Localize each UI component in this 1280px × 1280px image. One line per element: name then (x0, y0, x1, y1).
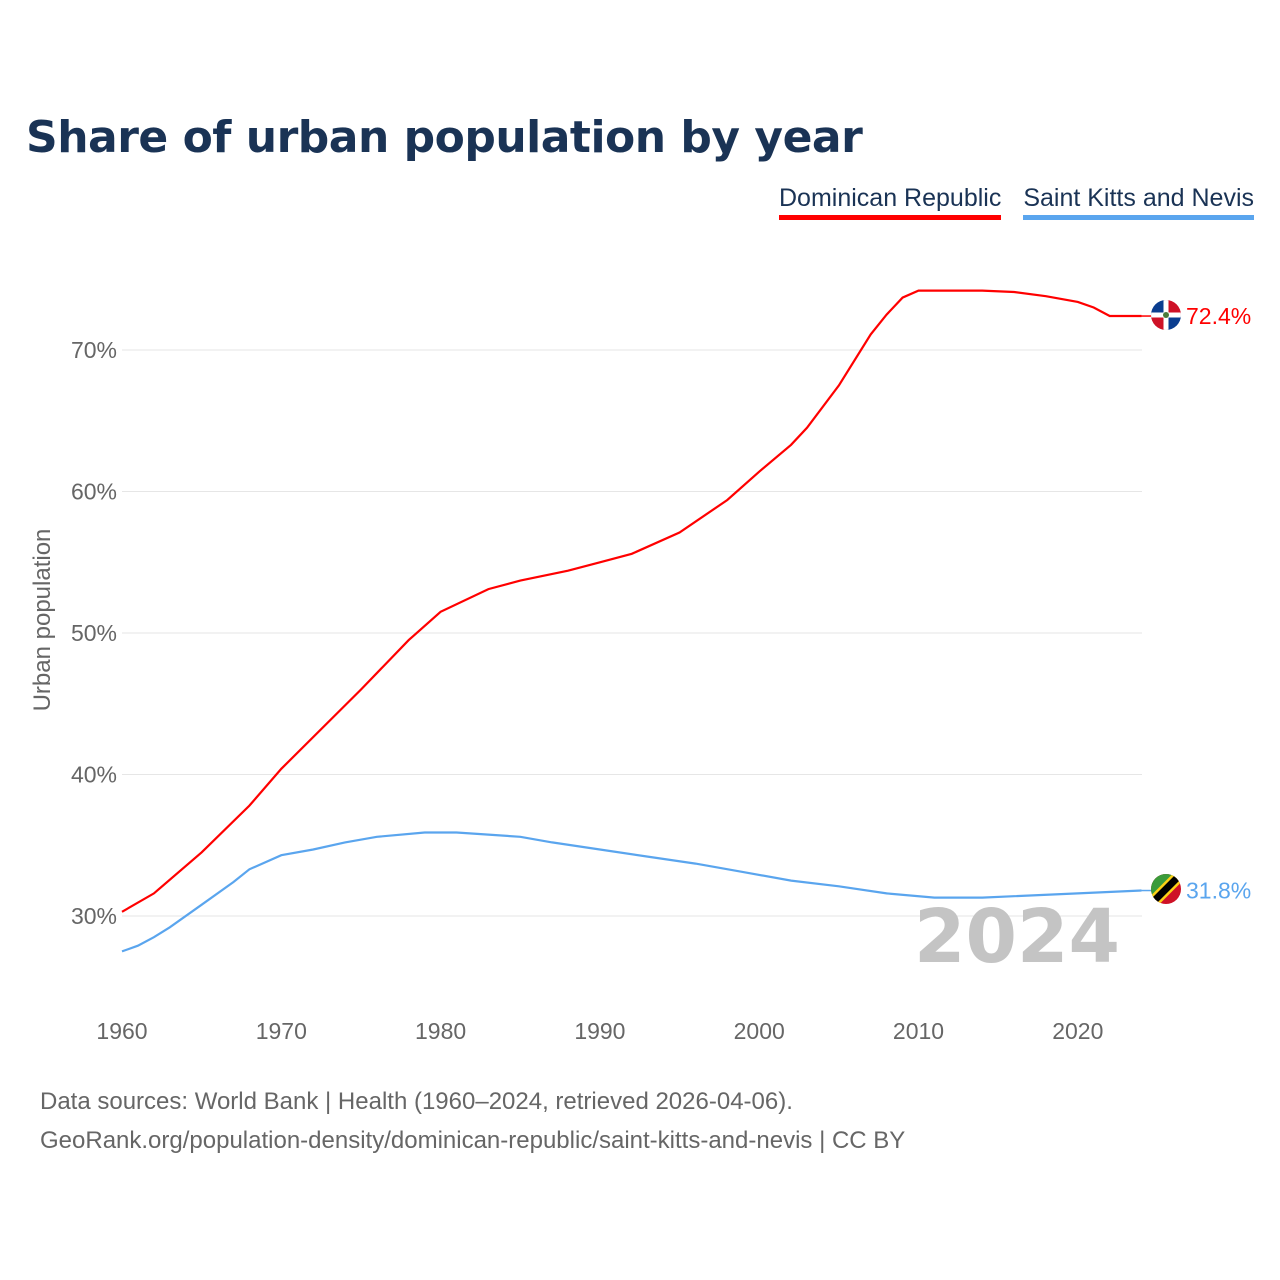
x-tick-label: 2020 (1052, 1018, 1103, 1044)
y-tick-label: 30% (71, 903, 117, 929)
x-tick-label: 2010 (893, 1018, 944, 1044)
y-tick-label: 50% (71, 620, 117, 646)
y-axis-label: Urban population (29, 529, 56, 712)
x-tick-label: 1990 (574, 1018, 625, 1044)
y-tick-label: 70% (71, 337, 117, 363)
legend-item-dominican-republic[interactable]: Dominican Republic (779, 184, 1002, 220)
series-line-saint-kitts-and-nevis (121, 831, 1142, 953)
saint-kitts-and-nevis-flag-icon (1151, 874, 1181, 904)
x-tick-label: 2000 (734, 1018, 785, 1044)
y-tick-label: 40% (71, 762, 117, 788)
legend-item-saint-kitts-and-nevis[interactable]: Saint Kitts and Nevis (1023, 184, 1254, 220)
end-value-label: 72.4% (1186, 303, 1251, 329)
year-watermark: 2024 (914, 894, 1120, 980)
x-tick-label: 1960 (96, 1018, 147, 1044)
legend: Dominican Republic Saint Kitts and Nevis (779, 184, 1254, 220)
footer-url[interactable]: GeoRank.org/population-density/dominican… (40, 1127, 906, 1154)
x-tick-label: 1970 (256, 1018, 307, 1044)
end-value-label: 31.8% (1186, 878, 1251, 904)
dominican-republic-flag-icon (1151, 300, 1181, 330)
footer-sources: Data sources: World Bank | Health (1960–… (40, 1088, 793, 1115)
chart-title: Share of urban population by year (26, 112, 863, 163)
y-tick-label: 60% (71, 479, 117, 505)
x-tick-label: 1980 (415, 1018, 466, 1044)
series-line-dominican-republic (121, 289, 1142, 913)
